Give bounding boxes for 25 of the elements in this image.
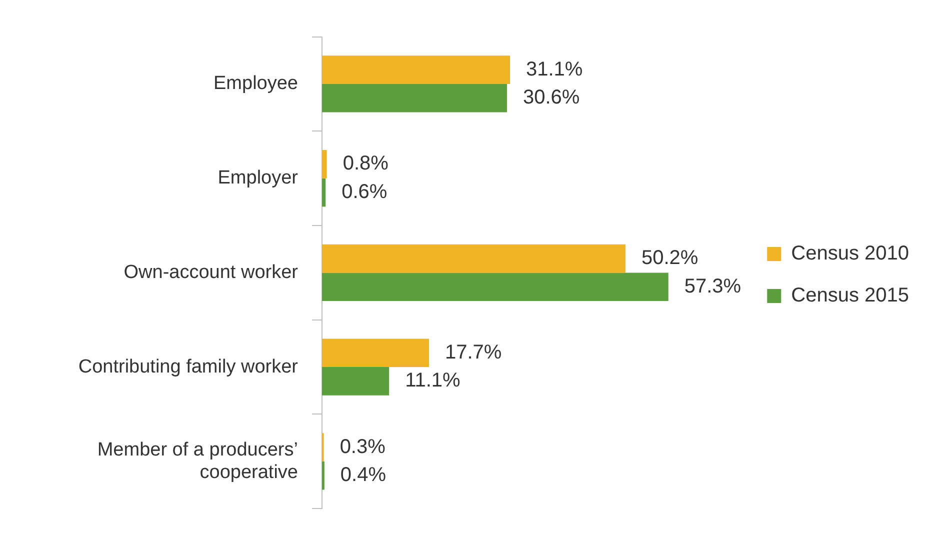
data-label: 0.6% <box>342 181 388 204</box>
y-tick-label: Employer <box>218 168 299 189</box>
bar <box>322 150 327 178</box>
data-label: 0.8% <box>342 152 389 175</box>
bar <box>322 272 668 302</box>
data-label: 30.6% <box>522 86 580 109</box>
y-tick-label: Own-account worker <box>124 262 299 283</box>
bar <box>322 244 626 273</box>
bar <box>322 367 390 396</box>
legend-label: Census 2010 <box>791 242 910 265</box>
data-label: 0.3% <box>340 436 386 458</box>
data-label: 0.4% <box>340 464 386 486</box>
y-tick-label: Employee <box>214 73 298 94</box>
data-label: 17.7% <box>444 341 502 364</box>
bar <box>322 84 507 112</box>
y-tick-label: Contributing family worker <box>78 356 299 378</box>
bar <box>322 178 326 207</box>
data-label: 31.1% <box>526 58 583 80</box>
y-tick-label: Member of a producers’ cooperative <box>97 439 298 484</box>
data-label: 11.1% <box>405 370 461 392</box>
bar <box>322 56 510 84</box>
data-label: 50.2% <box>641 247 698 270</box>
legend-label: Census 2015 <box>791 284 910 307</box>
bar <box>322 338 429 368</box>
data-label: 57.3% <box>684 275 742 298</box>
